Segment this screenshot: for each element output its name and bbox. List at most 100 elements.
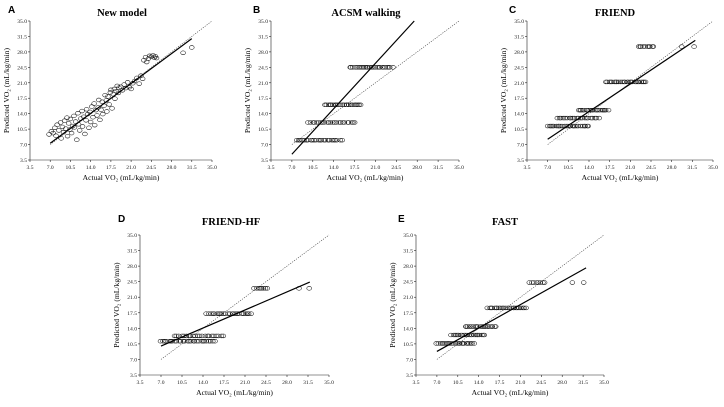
data-point: [297, 137, 303, 143]
data-point: [564, 115, 570, 121]
x-tick-label: 31.5: [303, 380, 313, 386]
x-tick-label: 35.0: [599, 380, 609, 386]
x-tick-label: 31.5: [433, 165, 443, 171]
data-point: [243, 311, 249, 316]
data-point: [466, 341, 472, 346]
data-point: [540, 280, 546, 285]
data-point: [305, 120, 311, 125]
data-point: [123, 85, 129, 91]
y-tick-label: 31.5: [17, 34, 27, 40]
x-tick-label: 17.5: [219, 380, 229, 386]
data-point: [97, 117, 103, 123]
data-point: [341, 120, 347, 125]
regression-line: [291, 20, 415, 155]
data-point: [455, 332, 462, 338]
data-point: [567, 115, 574, 121]
data-point: [352, 65, 359, 70]
data-point: [227, 311, 233, 316]
data-point: [345, 120, 352, 125]
y-tick-label: 10.5: [514, 127, 524, 133]
data-point: [691, 44, 697, 49]
data-point: [571, 115, 577, 121]
x-tick-label: 17.5: [495, 380, 505, 386]
data-point: [578, 107, 584, 113]
y-axis-label: Predicted VO₂ (mL/kg/min): [499, 47, 508, 133]
data-point: [63, 126, 69, 131]
data-point: [581, 280, 587, 285]
data-point: [364, 65, 371, 70]
y-tick-label: 7.0: [517, 143, 524, 149]
data-point: [506, 305, 513, 311]
x-tick-label: 14.0: [584, 165, 594, 171]
y-tick-label: 28.0: [514, 50, 524, 56]
data-point: [465, 324, 471, 329]
data-point: [92, 122, 98, 128]
data-point: [207, 339, 214, 344]
data-point: [91, 101, 97, 106]
y-tick-label: 35.0: [514, 19, 524, 25]
data-point: [352, 120, 358, 125]
data-point: [64, 115, 70, 120]
data-point: [53, 133, 59, 138]
data-point: [83, 107, 90, 112]
data-point: [212, 339, 218, 344]
data-point: [325, 120, 331, 125]
data-point: [638, 79, 644, 85]
data-point: [109, 106, 115, 111]
data-point: [619, 79, 625, 85]
panel-b: B ACSM walking 3.53.5 7.0 7.0 10.5 10.5 14.0 14.…: [243, 5, 464, 182]
regression-line: [160, 281, 311, 347]
data-point: [679, 44, 685, 49]
data-point: [326, 137, 332, 143]
data-point: [572, 123, 578, 129]
data-point: [98, 107, 104, 112]
data-point: [339, 137, 345, 143]
y-tick-label: 3.5: [406, 373, 413, 379]
data-point: [54, 122, 60, 127]
x-tick-label: 14.0: [474, 380, 484, 386]
data-point: [180, 50, 186, 55]
x-axis-label: Actual VO₂ (mL/kg/min): [327, 173, 404, 182]
x-tick-label: 7.0: [47, 165, 54, 171]
data-point: [50, 130, 56, 136]
data-point: [622, 79, 628, 85]
y-tick-label: 21.0: [403, 295, 413, 301]
data-point: [357, 102, 364, 108]
data-point: [557, 123, 563, 129]
data-point: [262, 286, 269, 291]
y-tick-label: 21.0: [17, 81, 27, 87]
data-point: [199, 333, 205, 339]
y-tick-label: 10.5: [127, 342, 137, 348]
data-point: [650, 44, 657, 49]
x-tick-label: 31.5: [578, 380, 588, 386]
y-axis-label: Predicted VO₂ (mL/kg/min): [243, 47, 252, 133]
data-point: [448, 332, 454, 338]
data-point: [83, 118, 89, 123]
x-tick-label: 10.5: [308, 165, 318, 171]
data-point: [596, 115, 602, 121]
data-point: [471, 341, 477, 346]
x-tick-label: 28.0: [412, 165, 422, 171]
data-point: [104, 109, 110, 114]
y-tick-label: 17.5: [17, 96, 27, 102]
data-point: [501, 305, 507, 311]
data-point: [153, 55, 160, 61]
x-tick-label: 21.0: [371, 165, 381, 171]
x-tick-label: 21.0: [240, 380, 250, 386]
x-tick-label: 35.0: [708, 165, 718, 171]
data-point: [326, 120, 332, 125]
y-tick-label: 31.5: [403, 249, 413, 255]
data-point: [260, 286, 266, 291]
data-point: [494, 305, 500, 311]
data-point: [191, 339, 198, 344]
data-point: [157, 339, 164, 344]
data-point: [558, 115, 564, 121]
x-tick-label: 31.5: [187, 165, 197, 171]
data-point: [374, 65, 380, 70]
regression-line: [547, 39, 696, 140]
data-point: [468, 324, 474, 329]
regression-line: [49, 38, 193, 144]
x-tick-label: 10.5: [563, 165, 573, 171]
panel-d: D FRIEND-HF 3.53.5 7.0 7.0 10.5 10.5 14.0 14.0 17…: [112, 214, 334, 397]
y-axis-label: Predicted VO₂ (mL/kg/min): [388, 262, 397, 348]
